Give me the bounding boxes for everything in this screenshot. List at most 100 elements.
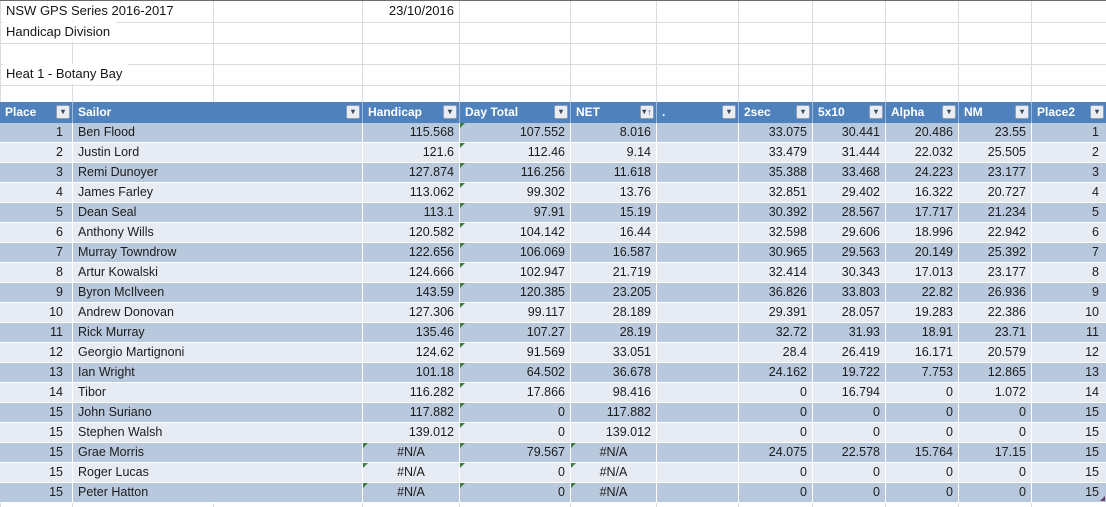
handicap-cell[interactable]: 101.18 xyxy=(362,363,459,382)
2sec-cell[interactable]: 32.851 xyxy=(738,183,812,202)
5x10-cell[interactable]: 16.794 xyxy=(812,383,885,402)
handicap-cell[interactable]: 127.306 xyxy=(362,303,459,322)
alpha-cell[interactable]: 18.996 xyxy=(885,223,958,242)
nm-cell[interactable]: 20.727 xyxy=(958,183,1031,202)
nm-cell[interactable]: 0 xyxy=(958,403,1031,422)
filter-dropdown-button[interactable]: ▾ xyxy=(1015,105,1029,119)
filter-sort-ascending-button[interactable]: ▾ ↑ xyxy=(640,105,654,119)
day-total-cell[interactable]: 17.866 xyxy=(459,383,570,402)
day-total-cell[interactable]: 99.302 xyxy=(459,183,570,202)
day-total-cell[interactable]: 97.91 xyxy=(459,203,570,222)
filter-dropdown-button[interactable]: ▾ xyxy=(796,105,810,119)
place2-cell[interactable]: 15 xyxy=(1031,463,1106,482)
dot-cell[interactable] xyxy=(656,243,738,262)
day-total-cell[interactable]: 107.552 xyxy=(459,123,570,142)
dot-cell[interactable] xyxy=(656,183,738,202)
sailor-cell[interactable]: Artur Kowalski xyxy=(72,263,362,282)
nm-cell[interactable]: 23.71 xyxy=(958,323,1031,342)
dot-cell[interactable] xyxy=(656,463,738,482)
day-total-cell[interactable]: 0 xyxy=(459,483,570,502)
sailor-cell[interactable]: Roger Lucas xyxy=(72,463,362,482)
net-cell[interactable]: 28.189 xyxy=(570,303,656,322)
2sec-cell[interactable]: 35.388 xyxy=(738,163,812,182)
5x10-cell[interactable]: 0 xyxy=(812,483,885,502)
place-cell[interactable]: 12 xyxy=(0,343,72,362)
dot-cell[interactable] xyxy=(656,363,738,382)
filter-dropdown-button[interactable]: ▾ xyxy=(554,105,568,119)
2sec-cell[interactable]: 30.392 xyxy=(738,203,812,222)
filter-dropdown-button[interactable]: ▾ xyxy=(942,105,956,119)
handicap-cell[interactable]: #N/A xyxy=(362,443,459,462)
place2-cell[interactable]: 12 xyxy=(1031,343,1106,362)
nm-cell[interactable]: 23.55 xyxy=(958,123,1031,142)
handicap-cell[interactable]: 115.568 xyxy=(362,123,459,142)
sailor-cell[interactable]: Tibor xyxy=(72,383,362,402)
nm-cell[interactable]: 21.234 xyxy=(958,203,1031,222)
alpha-cell[interactable]: 24.223 xyxy=(885,163,958,182)
dot-cell[interactable] xyxy=(656,223,738,242)
dot-cell[interactable] xyxy=(656,203,738,222)
alpha-cell[interactable]: 0 xyxy=(885,383,958,402)
place-cell[interactable]: 14 xyxy=(0,383,72,402)
day-total-cell[interactable]: 112.46 xyxy=(459,143,570,162)
dot-cell[interactable] xyxy=(656,343,738,362)
handicap-cell[interactable]: 127.874 xyxy=(362,163,459,182)
sailor-cell[interactable]: Andrew Donovan xyxy=(72,303,362,322)
net-cell[interactable]: 36.678 xyxy=(570,363,656,382)
place2-cell[interactable]: 5 xyxy=(1031,203,1106,222)
sailor-cell[interactable]: Justin Lord xyxy=(72,143,362,162)
day-total-cell[interactable]: 0 xyxy=(459,403,570,422)
sailor-cell[interactable]: Peter Hatton xyxy=(72,483,362,502)
sailor-cell[interactable]: Ben Flood xyxy=(72,123,362,142)
dot-cell[interactable] xyxy=(656,483,738,502)
place2-cell[interactable]: 9 xyxy=(1031,283,1106,302)
nm-cell[interactable]: 12.865 xyxy=(958,363,1031,382)
alpha-cell[interactable]: 16.322 xyxy=(885,183,958,202)
2sec-cell[interactable]: 0 xyxy=(738,423,812,442)
day-total-cell[interactable]: 99.117 xyxy=(459,303,570,322)
place2-cell[interactable]: 7 xyxy=(1031,243,1106,262)
5x10-cell[interactable]: 26.419 xyxy=(812,343,885,362)
place-cell[interactable]: 15 xyxy=(0,463,72,482)
5x10-cell[interactable]: 0 xyxy=(812,403,885,422)
alpha-cell[interactable]: 17.013 xyxy=(885,263,958,282)
dot-cell[interactable] xyxy=(656,123,738,142)
5x10-cell[interactable]: 29.402 xyxy=(812,183,885,202)
nm-cell[interactable]: 26.936 xyxy=(958,283,1031,302)
day-total-cell[interactable]: 0 xyxy=(459,463,570,482)
alpha-cell[interactable]: 17.717 xyxy=(885,203,958,222)
nm-cell[interactable]: 23.177 xyxy=(958,163,1031,182)
net-cell[interactable]: 11.618 xyxy=(570,163,656,182)
filter-dropdown-button[interactable]: ▾ xyxy=(443,105,457,119)
sailor-cell[interactable]: Dean Seal xyxy=(72,203,362,222)
alpha-cell[interactable]: 0 xyxy=(885,483,958,502)
5x10-cell[interactable]: 22.578 xyxy=(812,443,885,462)
sailor-cell[interactable]: Byron McIlveen xyxy=(72,283,362,302)
2sec-cell[interactable]: 33.075 xyxy=(738,123,812,142)
handicap-cell[interactable]: 122.656 xyxy=(362,243,459,262)
alpha-cell[interactable]: 22.82 xyxy=(885,283,958,302)
nm-cell[interactable]: 23.177 xyxy=(958,263,1031,282)
2sec-cell[interactable]: 0 xyxy=(738,463,812,482)
filter-dropdown-button[interactable]: ▾ xyxy=(56,105,70,119)
alpha-cell[interactable]: 0 xyxy=(885,423,958,442)
net-cell[interactable]: 21.719 xyxy=(570,263,656,282)
place2-cell[interactable]: 10 xyxy=(1031,303,1106,322)
place2-cell[interactable]: 15 xyxy=(1031,403,1106,422)
handicap-cell[interactable]: 143.59 xyxy=(362,283,459,302)
net-cell[interactable]: 28.19 xyxy=(570,323,656,342)
place-cell[interactable]: 8 xyxy=(0,263,72,282)
2sec-cell[interactable]: 0 xyxy=(738,483,812,502)
place2-cell[interactable]: 15 xyxy=(1031,423,1106,442)
sailor-cell[interactable]: Grae Morris xyxy=(72,443,362,462)
place2-cell[interactable]: 2 xyxy=(1031,143,1106,162)
2sec-cell[interactable]: 33.479 xyxy=(738,143,812,162)
date-cell[interactable]: 23/10/2016 xyxy=(363,1,457,21)
dot-cell[interactable] xyxy=(656,143,738,162)
place-cell[interactable]: 15 xyxy=(0,403,72,422)
filter-dropdown-button[interactable]: ▾ xyxy=(346,105,360,119)
sailor-cell[interactable]: James Farley xyxy=(72,183,362,202)
net-cell[interactable]: 16.587 xyxy=(570,243,656,262)
day-total-cell[interactable]: 107.27 xyxy=(459,323,570,342)
net-cell[interactable]: 33.051 xyxy=(570,343,656,362)
